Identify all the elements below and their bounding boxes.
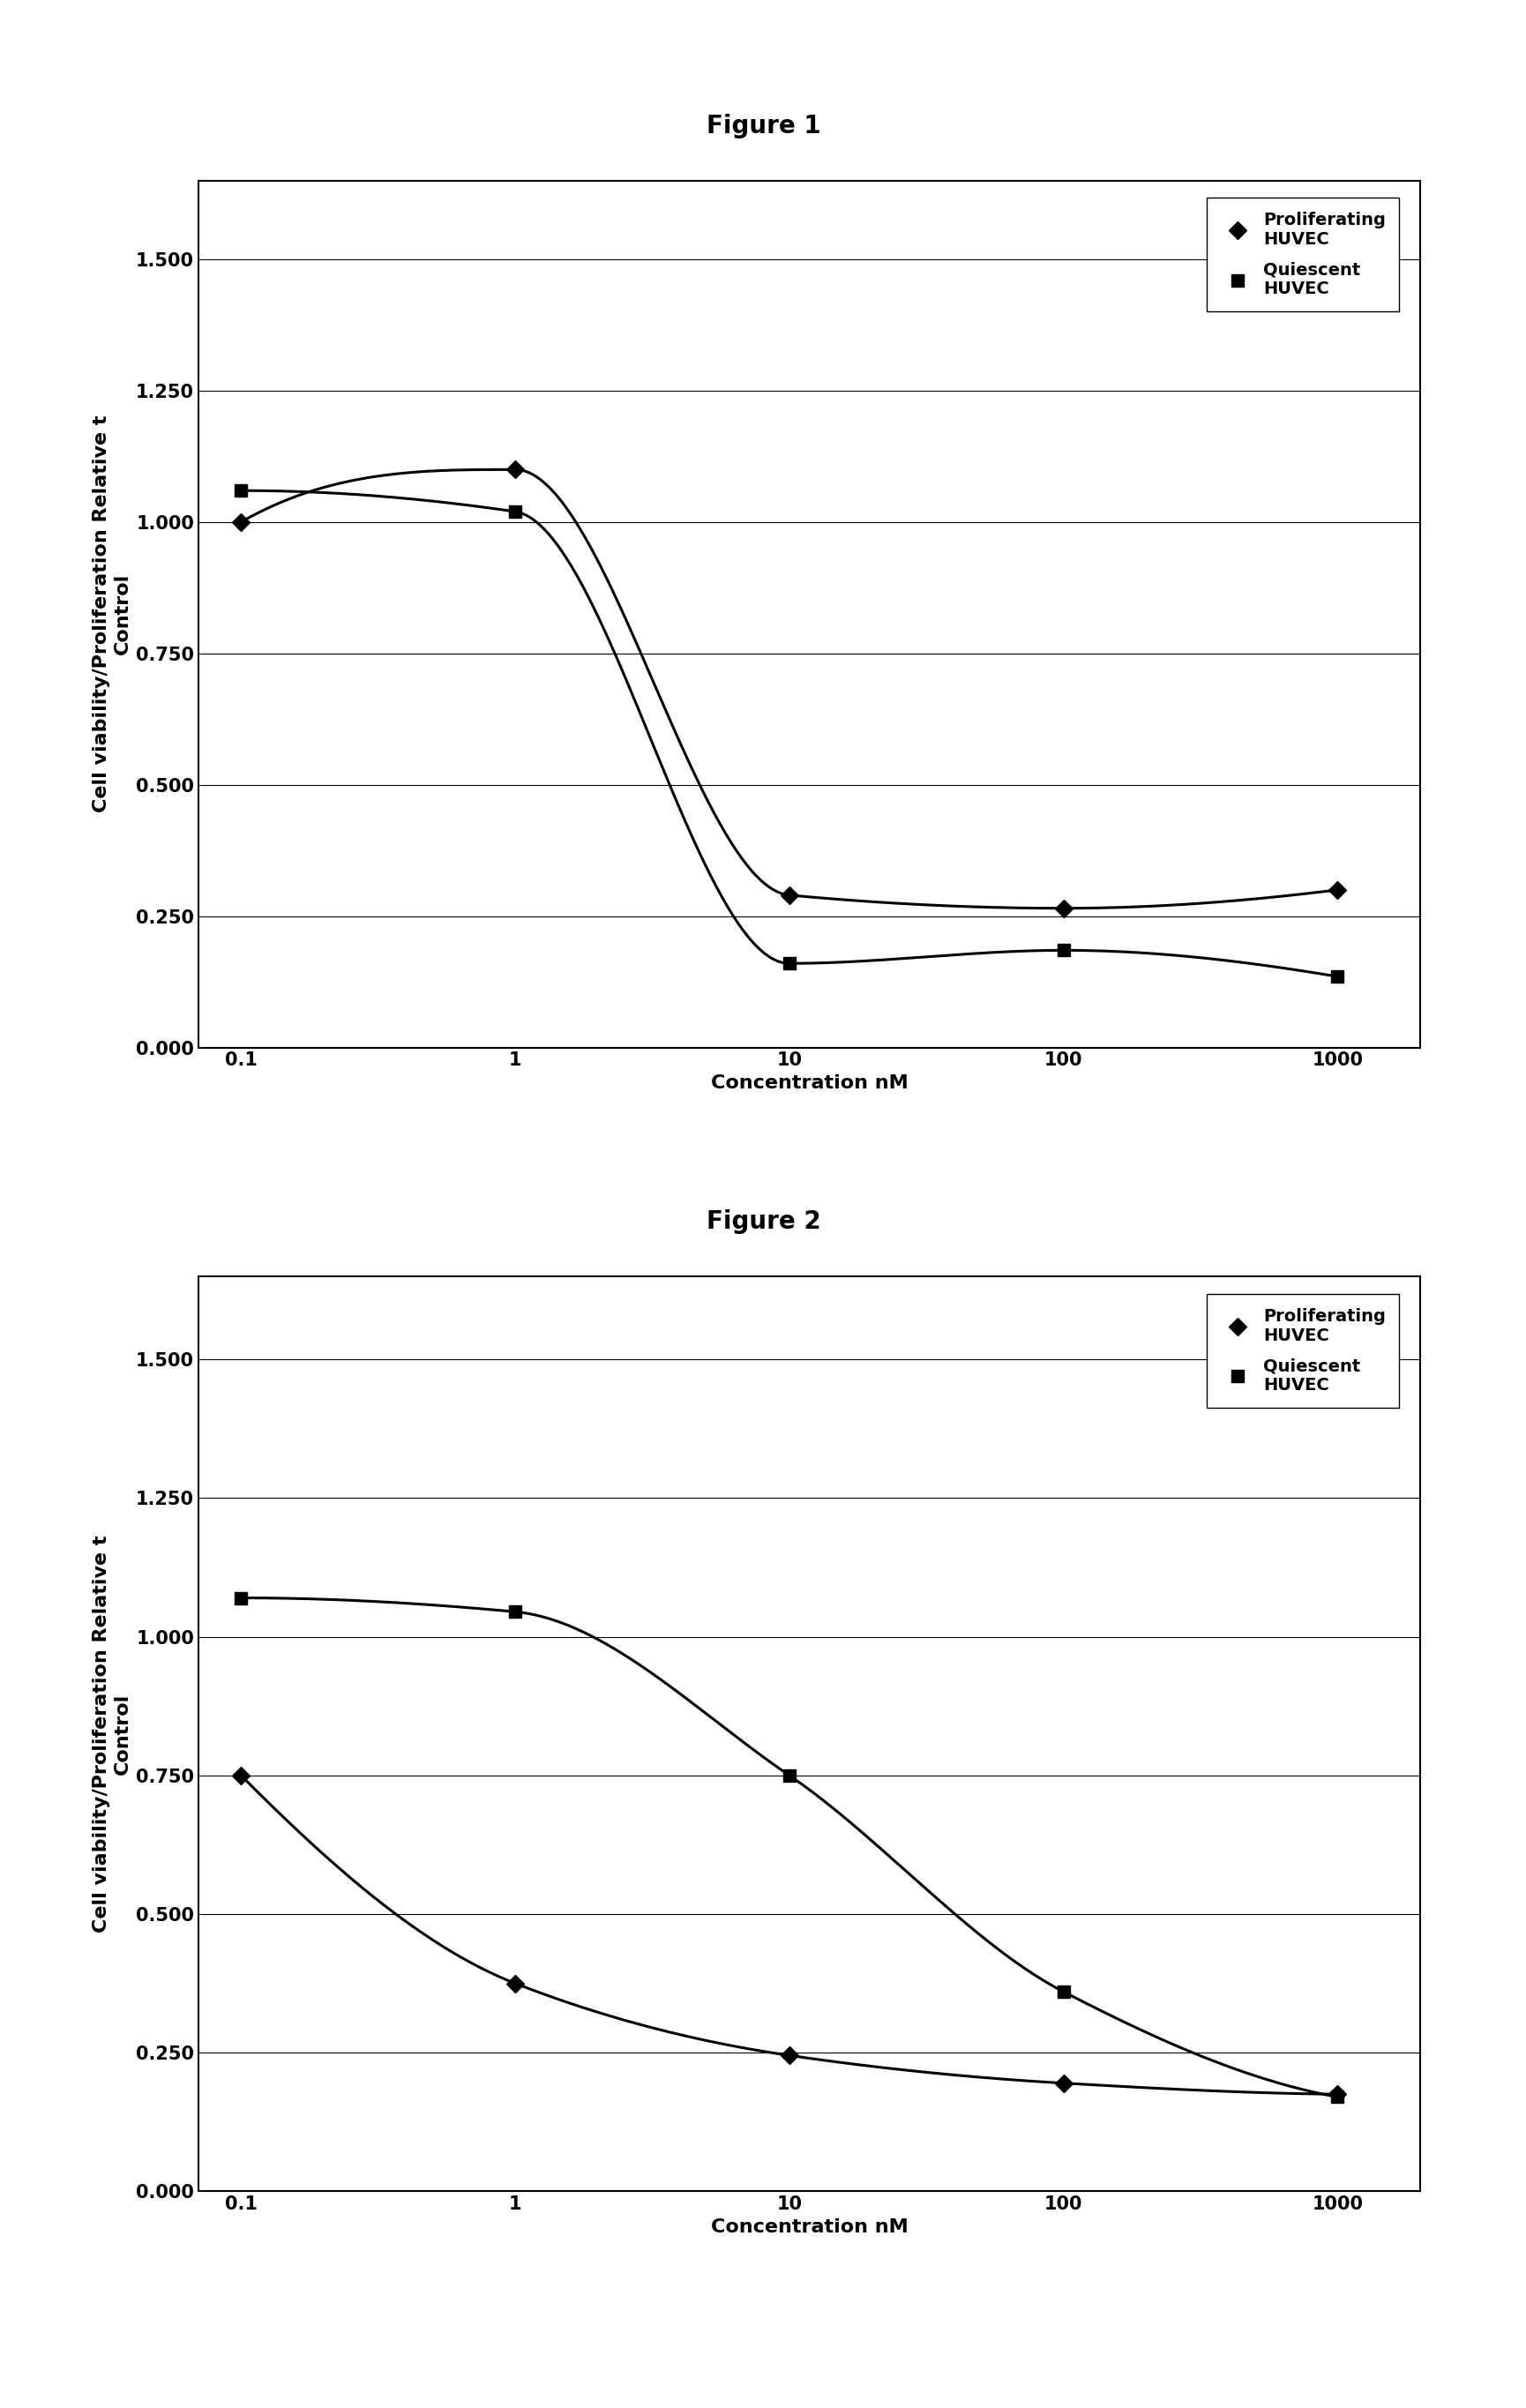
Proliferating
HUVEC xyxy=(1328,2081,1346,2109)
Y-axis label: Cell viability/Proliferation Relative t
Control: Cell viability/Proliferation Relative t … xyxy=(93,414,131,814)
Line: Proliferating
HUVEC: Proliferating HUVEC xyxy=(235,462,1343,915)
Quiescent
HUVEC xyxy=(232,477,250,506)
Proliferating
HUVEC xyxy=(232,508,250,537)
Proliferating
HUVEC xyxy=(232,1760,250,1789)
Quiescent
HUVEC xyxy=(1328,963,1346,992)
Quiescent
HUVEC xyxy=(780,1760,798,1789)
X-axis label: Concentration nM: Concentration nM xyxy=(710,1074,908,1091)
Text: Figure 1: Figure 1 xyxy=(707,113,819,140)
Line: Proliferating
HUVEC: Proliferating HUVEC xyxy=(235,1770,1343,2100)
Quiescent
HUVEC xyxy=(505,1597,523,1625)
Text: Figure 2: Figure 2 xyxy=(707,1209,819,1235)
Line: Quiescent
HUVEC: Quiescent HUVEC xyxy=(235,1592,1343,2102)
Proliferating
HUVEC xyxy=(1053,893,1071,922)
Quiescent
HUVEC xyxy=(1328,2083,1346,2112)
Proliferating
HUVEC xyxy=(1053,2068,1071,2097)
Proliferating
HUVEC xyxy=(780,881,798,910)
Quiescent
HUVEC xyxy=(780,949,798,978)
Quiescent
HUVEC xyxy=(1053,937,1071,966)
X-axis label: Concentration nM: Concentration nM xyxy=(710,2218,908,2235)
Proliferating
HUVEC xyxy=(505,1970,523,1999)
Proliferating
HUVEC xyxy=(505,455,523,484)
Y-axis label: Cell viability/Proliferation Relative t
Control: Cell viability/Proliferation Relative t … xyxy=(93,1534,131,1934)
Legend: Proliferating
HUVEC, Quiescent
HUVEC: Proliferating HUVEC, Quiescent HUVEC xyxy=(1206,197,1398,311)
Proliferating
HUVEC xyxy=(1328,877,1346,905)
Legend: Proliferating
HUVEC, Quiescent
HUVEC: Proliferating HUVEC, Quiescent HUVEC xyxy=(1206,1293,1398,1406)
Line: Quiescent
HUVEC: Quiescent HUVEC xyxy=(235,484,1343,982)
Proliferating
HUVEC xyxy=(780,2042,798,2071)
Quiescent
HUVEC xyxy=(232,1584,250,1613)
Quiescent
HUVEC xyxy=(1053,1977,1071,2006)
Quiescent
HUVEC xyxy=(505,496,523,525)
